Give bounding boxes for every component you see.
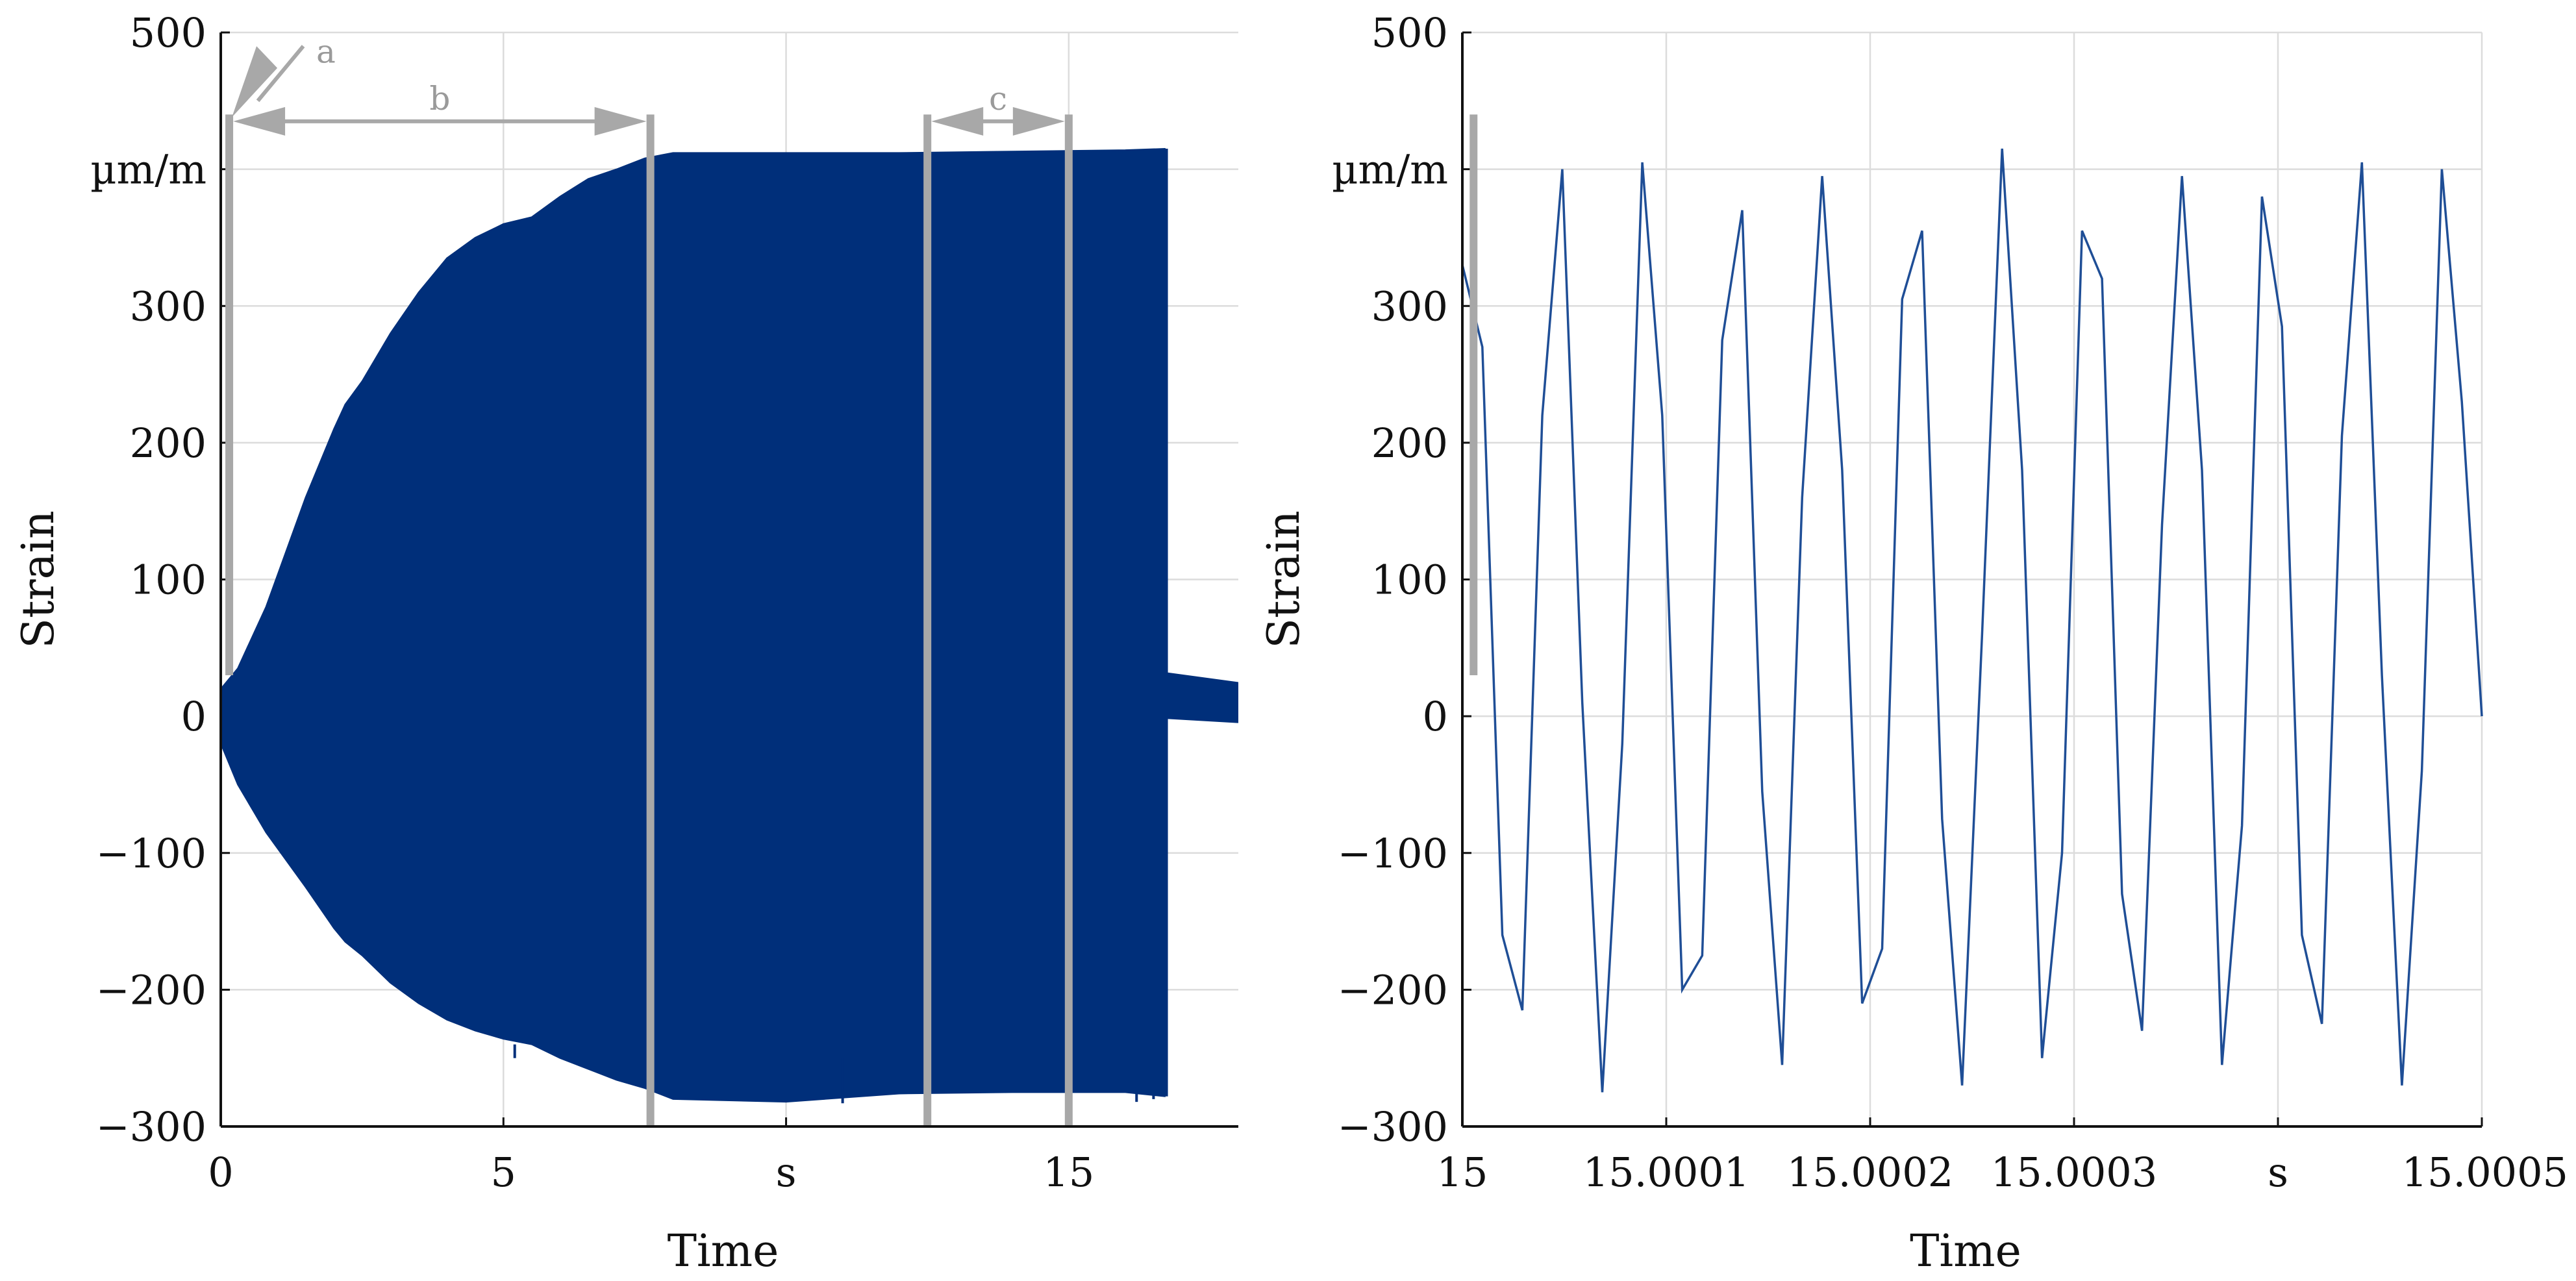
right-ytick-label-5: 0	[1423, 693, 1448, 740]
annotation-c-label: c	[989, 80, 1007, 118]
right-xtick-label-4: s	[2268, 1149, 2288, 1196]
arrow-b	[233, 106, 647, 136]
left-xtick-label-1: 5	[491, 1149, 516, 1196]
right-ytick-label-4: 100	[1371, 556, 1448, 604]
right-ytick-label-1: µm/m	[1332, 146, 1448, 193]
annotation-a-label: a	[316, 32, 336, 70]
left-ytick-label-0: 500	[130, 9, 206, 56]
left-x-axis-label: Time	[668, 1226, 779, 1277]
left-signal-tail	[1168, 672, 1238, 723]
arrow-a	[232, 45, 305, 118]
left-ytick-label-8: −300	[96, 1103, 206, 1150]
arrow-c-head-left	[931, 106, 984, 136]
right-xtick-label-0: 15	[1437, 1149, 1488, 1196]
right-xtick-label-3: 15.0003	[1991, 1149, 2157, 1196]
right-signal-line	[1461, 148, 2483, 1093]
right-y-axis-label: Strain	[1258, 510, 1310, 649]
right-ytick-label-0: 500	[1371, 9, 1448, 56]
arrow-a-head	[232, 46, 278, 118]
left-signal-envelope	[220, 147, 1166, 1103]
arrow-c	[931, 106, 1065, 136]
left-ytick-label-1: µm/m	[90, 146, 206, 193]
left-xtick-label-3: 15	[1043, 1149, 1094, 1196]
left-ytick-label-7: −200	[96, 966, 206, 1014]
left-ytick-label-4: 100	[130, 556, 206, 604]
right-ytick-label-6: −100	[1338, 830, 1448, 877]
left-ytick-label-3: 200	[130, 419, 206, 467]
right-xtick-label-5: 15.0005	[2402, 1149, 2568, 1196]
arrow-b-head-left	[233, 106, 286, 136]
right-xtick-label-2: 15.0002	[1787, 1149, 1953, 1196]
right-ytick-label-3: 200	[1371, 419, 1448, 467]
right-x-axis-label: Time	[1910, 1226, 2021, 1277]
left-y-axis-label: Strain	[13, 510, 64, 649]
left-xtick-label-0: 0	[208, 1149, 233, 1196]
arrow-b-head-right	[594, 106, 647, 136]
left-ytick-label-5: 0	[181, 693, 206, 740]
annotation-b-label: b	[429, 80, 450, 118]
left-ytick-label-2: 300	[130, 282, 206, 330]
right-ytick-label-7: −200	[1338, 966, 1448, 1014]
arrow-c-head-right	[1012, 106, 1065, 136]
right-ytick-label-8: −300	[1338, 1103, 1448, 1150]
right-ytick-label-2: 300	[1371, 282, 1448, 330]
left-xtick-label-2: s	[776, 1149, 797, 1196]
left-ytick-label-6: −100	[96, 830, 206, 877]
right-xtick-label-1: 15.0001	[1583, 1149, 1749, 1196]
arrow-a-shaft	[256, 45, 305, 103]
